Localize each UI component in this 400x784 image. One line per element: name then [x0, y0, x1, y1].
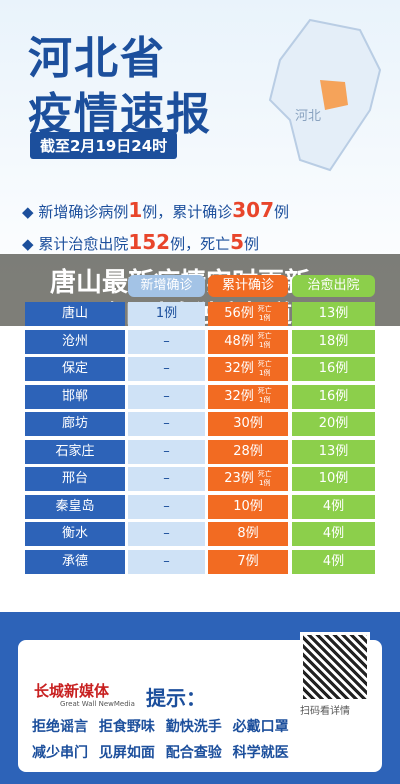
summary: ◆ 新增确诊病例1例，累计确诊307例 — [22, 198, 289, 222]
summary-part: 1 — [128, 198, 143, 222]
total-cases: 23例 死亡1例 — [208, 467, 288, 491]
total-cases: 48例 死亡1例 — [208, 329, 288, 354]
table-header: 累计确诊 — [208, 275, 288, 297]
total-cases: 32例 死亡1例 — [208, 384, 288, 409]
cured: 10例 — [292, 467, 375, 491]
total-cases: 30例 — [208, 412, 288, 436]
date: 截至2月19日24时 — [30, 132, 178, 159]
table-header: 新增确诊 — [128, 275, 205, 297]
logo: 长城新媒体 — [34, 682, 110, 700]
new-cases: – — [128, 439, 205, 464]
summary-part: 例，死亡 — [170, 235, 231, 253]
death-note: 死亡1例 — [257, 469, 272, 487]
total: 7例 — [237, 553, 259, 569]
total: 8例 — [237, 526, 259, 541]
summary-part: 例，累计确诊 — [142, 203, 233, 221]
cured: 13例 — [292, 439, 375, 464]
summary-part: 152 — [128, 230, 171, 254]
tips: 拒绝谣言 拒食野味 勤快洗手 必戴口罩 — [32, 716, 289, 736]
tip: 配合查验 — [165, 745, 222, 761]
city: 衡水 — [25, 522, 125, 546]
total: 48例 — [224, 333, 254, 349]
city: 邯郸 — [25, 384, 125, 409]
new-cases: – — [128, 549, 205, 574]
map: 河北 — [268, 18, 382, 172]
tips: 减少串门 见屏如面 配合查验 科学就医 — [32, 742, 289, 762]
tip: 科学就医 — [232, 745, 289, 761]
cured: 16例 — [292, 357, 375, 381]
total-cases: 8例 — [208, 522, 288, 546]
total-cases: 10例 — [208, 494, 288, 519]
death-note: 死亡1例 — [257, 332, 272, 349]
new-cases: – — [128, 522, 205, 546]
death-note: 死亡1例 — [257, 387, 272, 404]
tip: 必戴口罩 — [232, 719, 289, 735]
tip: 减少串门 — [32, 745, 88, 761]
total: 10例 — [233, 498, 263, 514]
cured: 16例 — [292, 384, 375, 409]
cured: 20例 — [292, 412, 375, 436]
city: 沧州 — [25, 329, 125, 354]
total: 32例 — [224, 361, 254, 376]
tip: 拒食野味 — [98, 719, 155, 735]
tip: 勤快洗手 — [165, 719, 222, 735]
city: 廊坊 — [25, 412, 125, 436]
city: 承德 — [25, 549, 125, 574]
cured: 4例 — [292, 494, 375, 519]
table-header: 治愈出院 — [292, 275, 375, 297]
cured: 4例 — [292, 549, 375, 574]
tip-title: 提示： — [146, 686, 206, 710]
summary-part: 例 — [244, 235, 260, 253]
new-cases: – — [128, 384, 205, 409]
city: 邢台 — [25, 467, 125, 491]
total-cases: 7例 — [208, 549, 288, 574]
summary: ◆ 累计治愈出院152例，死亡5例 — [22, 230, 259, 254]
logo-en: Great Wall NewMedia — [60, 700, 135, 708]
summary-part: 新增确诊病例 — [38, 203, 129, 221]
summary-part: 307 — [232, 198, 275, 222]
summary-part: 累计治愈出院 — [38, 235, 129, 253]
new-cases: 1例 — [128, 302, 205, 326]
total: 23例 — [224, 471, 254, 486]
bullet: ◆ — [22, 203, 39, 221]
cured: 13例 — [292, 302, 375, 326]
city: 秦皇岛 — [25, 494, 125, 519]
cured: 4例 — [292, 522, 375, 546]
new-cases: – — [128, 467, 205, 491]
death-note: 死亡1例 — [257, 359, 272, 377]
total: 56例 — [224, 306, 254, 321]
city: 唐山 — [25, 302, 125, 326]
death-note: 死亡1例 — [257, 304, 272, 322]
total-cases: 28例 — [208, 439, 288, 464]
title: 疫情速报 — [28, 89, 212, 140]
tip: 见屏如面 — [98, 745, 155, 761]
new-cases: – — [128, 412, 205, 436]
total-cases: 32例 死亡1例 — [208, 357, 288, 381]
city: 石家庄 — [25, 439, 125, 464]
city: 保定 — [25, 357, 125, 381]
summary-part: 5 — [230, 230, 245, 254]
tip: 拒绝谣言 — [32, 719, 88, 735]
summary-part: 例 — [274, 203, 290, 221]
new-cases: – — [128, 329, 205, 354]
total-cases: 56例 死亡1例 — [208, 302, 288, 326]
new-cases: – — [128, 357, 205, 381]
total: 28例 — [233, 443, 263, 459]
total: 30例 — [233, 416, 263, 431]
bullet: ◆ — [22, 235, 39, 253]
cured: 18例 — [292, 329, 375, 354]
map-label: 河北 — [295, 109, 321, 124]
qr-text: 扫码看详情 — [300, 706, 350, 717]
new-cases: – — [128, 494, 205, 519]
title: 河北省 — [28, 33, 166, 84]
total: 32例 — [224, 388, 254, 404]
qr-code[interactable] — [300, 632, 370, 702]
